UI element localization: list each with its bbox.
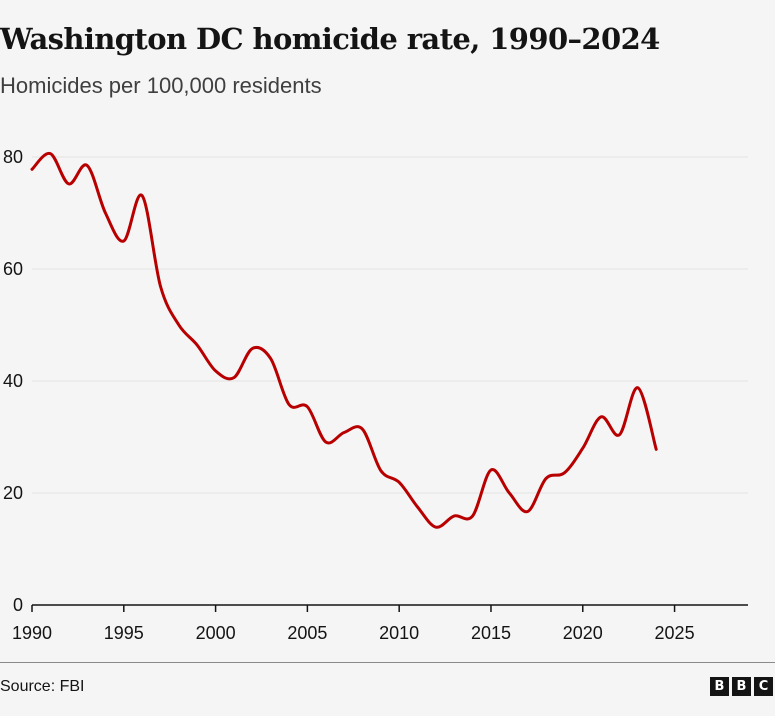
- x-tick-label: 2005: [287, 623, 327, 643]
- y-tick-label: 60: [3, 259, 23, 279]
- gridlines: [32, 156, 748, 494]
- y-tick-label: 40: [3, 371, 23, 391]
- x-tick-label: 2000: [196, 623, 236, 643]
- x-tick-label: 2020: [563, 623, 603, 643]
- x-tick-label: 2025: [655, 623, 695, 643]
- logo-letter: C: [754, 677, 773, 696]
- y-tick-label: 80: [3, 147, 23, 167]
- chart-title: Washington DC homicide rate, 1990–2024: [0, 22, 660, 56]
- x-tick-label: 2015: [471, 623, 511, 643]
- series-layer: [30, 152, 658, 529]
- bbc-logo: B B C: [710, 677, 773, 696]
- y-tick-label: 0: [13, 595, 23, 615]
- footer-divider: [0, 662, 775, 663]
- y-axis-labels: 0 20 40 60 80: [3, 147, 23, 615]
- x-tick-label: 1995: [104, 623, 144, 643]
- source-note: Source: FBI: [0, 678, 85, 695]
- line-chart: 1990 1995 2000 2005 2010 2015 2020 2025 0 20 40 60…: [3, 147, 748, 643]
- logo-letter: B: [732, 677, 751, 696]
- x-tick-label: 1990: [12, 623, 52, 643]
- chart-subtitle: Homicides per 100,000 residents: [0, 73, 322, 98]
- series-line: [30, 152, 658, 529]
- logo-letter: B: [710, 677, 729, 696]
- x-axis: 1990 1995 2000 2005 2010 2015 2020 2025: [12, 604, 748, 643]
- y-tick-label: 20: [3, 483, 23, 503]
- x-tick-label: 2010: [379, 623, 419, 643]
